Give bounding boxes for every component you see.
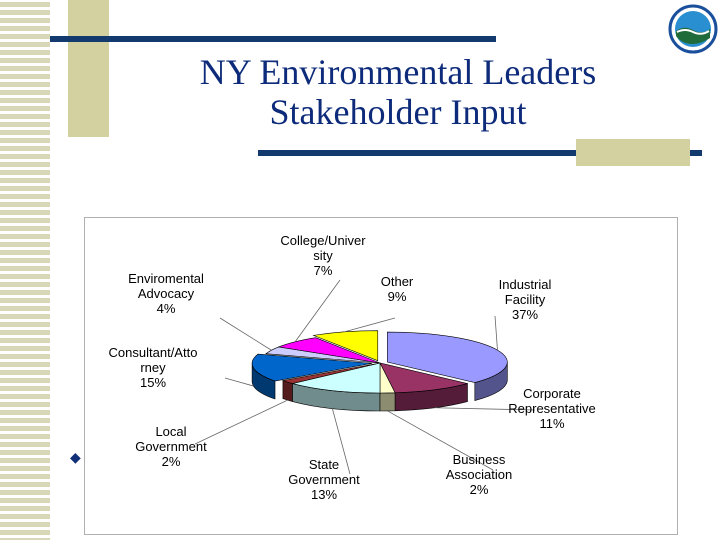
leader-line-4 bbox=[331, 408, 351, 475]
data-label-6: Consultant/Atto rney 15% bbox=[109, 345, 198, 390]
leader-line-3 bbox=[387, 410, 494, 471]
data-label-5: Local Government 2% bbox=[135, 424, 207, 469]
title-line-2: Stakeholder Input bbox=[269, 92, 527, 132]
data-label-8: College/Univer sity 7% bbox=[280, 233, 366, 278]
data-label-7: Enviromental Advocacy 4% bbox=[128, 271, 204, 316]
data-label-1: Industrial Facility 37% bbox=[499, 277, 552, 322]
accent-block-right bbox=[576, 139, 690, 166]
leader-line-8 bbox=[294, 279, 341, 343]
agency-seal-icon bbox=[668, 4, 718, 54]
pie-slice-1 bbox=[387, 331, 508, 383]
data-label-3: Business Association 2% bbox=[446, 452, 512, 497]
data-label-2: Corporate Representative 11% bbox=[508, 386, 595, 431]
title-line-1: NY Environmental Leaders bbox=[199, 52, 597, 92]
title-rule-top bbox=[50, 36, 496, 42]
title-rule-bottom bbox=[258, 150, 702, 156]
leader-line-5 bbox=[194, 399, 288, 445]
diamond-bullet-icon: ◆ bbox=[70, 449, 81, 465]
decorative-stripes bbox=[0, 0, 50, 540]
leader-line-1 bbox=[494, 315, 498, 351]
chart-frame: Industrial Facility 37% Corporate Representa… bbox=[84, 217, 678, 535]
pie-slice-2 bbox=[379, 362, 468, 394]
data-label-4: State Government 13% bbox=[288, 457, 360, 502]
accent-block-left bbox=[68, 0, 109, 137]
leader-line-6 bbox=[224, 377, 254, 387]
page-title: NY Environmental Leaders Stakeholder Inp… bbox=[110, 52, 686, 132]
pie-slice-4 bbox=[292, 362, 381, 394]
pie-chart: Industrial Facility 37% Corporate Representa… bbox=[109, 233, 596, 502]
pie-slice-6 bbox=[251, 353, 373, 382]
leader-line-2 bbox=[434, 407, 536, 411]
pie-slice-side-3 bbox=[379, 392, 396, 412]
leader-line-9 bbox=[344, 317, 396, 333]
pie-slice-5 bbox=[281, 362, 381, 384]
data-label-9: Other 9% bbox=[381, 274, 414, 304]
pie-slice-side-5 bbox=[282, 380, 293, 402]
leader-line-7 bbox=[219, 317, 272, 351]
